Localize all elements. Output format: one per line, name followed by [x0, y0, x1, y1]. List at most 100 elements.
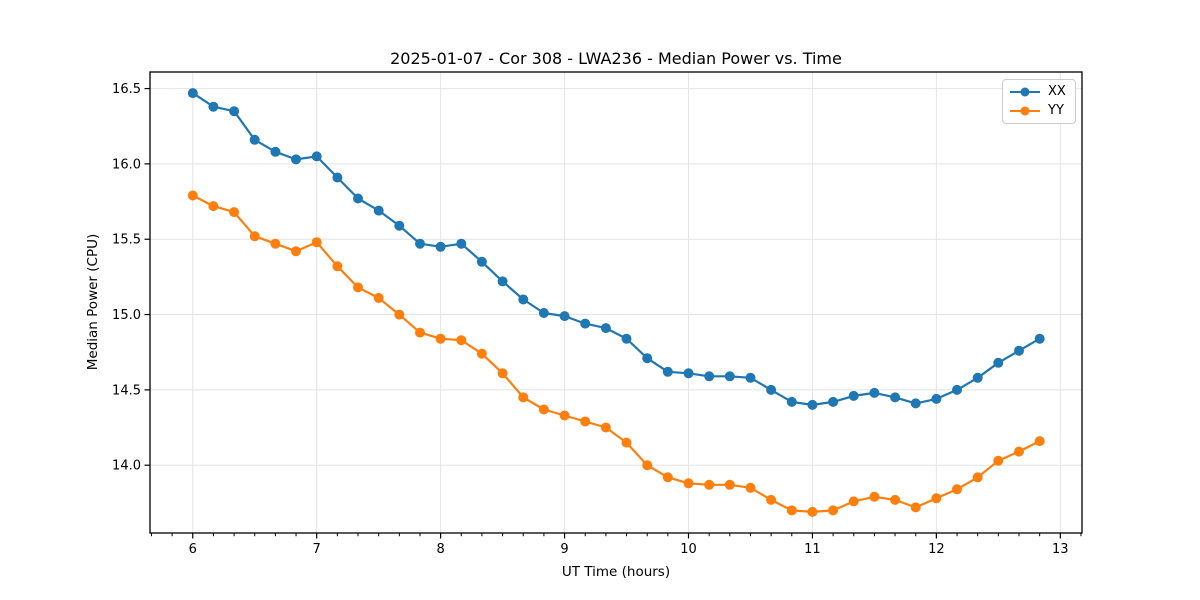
data-point [972, 372, 983, 383]
data-point [807, 399, 818, 410]
data-point [476, 348, 487, 359]
data-point [724, 371, 735, 382]
data-point [848, 390, 859, 401]
x-tick-label: 12 [928, 542, 945, 557]
data-point [353, 193, 363, 204]
data-point [270, 146, 281, 157]
data-point [538, 404, 549, 415]
series-layer [187, 88, 1045, 517]
y-tick-label: 14.5 [112, 383, 141, 398]
data-point [249, 231, 260, 242]
data-point [683, 368, 694, 379]
data-point [208, 201, 219, 212]
data-point [1034, 436, 1045, 447]
data-point [766, 494, 777, 505]
data-point [766, 384, 777, 395]
data-point [580, 318, 591, 329]
data-point [807, 506, 818, 517]
data-point [373, 293, 384, 303]
data-point [270, 238, 281, 249]
data-point [869, 387, 880, 398]
data-point [394, 220, 405, 231]
plot-border [149, 71, 1083, 534]
data-point [332, 172, 343, 183]
x-tick-label: 13 [1052, 542, 1069, 557]
data-point [311, 237, 322, 248]
data-point [249, 134, 260, 145]
data-point [993, 455, 1004, 466]
data-point [828, 505, 839, 516]
data-point [910, 398, 921, 409]
data-point [291, 246, 301, 257]
y-tick-label: 16.0 [112, 157, 141, 172]
data-point [745, 482, 756, 493]
data-point [1014, 345, 1024, 356]
data-point [580, 416, 591, 427]
data-point [311, 151, 322, 162]
data-point [518, 294, 529, 305]
legend-marker-xx [1010, 87, 1040, 97]
data-point [415, 238, 425, 249]
data-point [724, 479, 735, 490]
data-point [353, 282, 363, 293]
data-point [373, 205, 384, 216]
data-point [291, 154, 301, 165]
data-point [518, 392, 529, 403]
legend-item-yy: YY [1009, 103, 1068, 119]
x-tick-label: 11 [804, 542, 821, 557]
data-point [931, 493, 942, 504]
series-line [192, 92, 1041, 406]
legend-label-xx: XX [1048, 84, 1066, 99]
data-point [456, 238, 467, 249]
data-point [229, 106, 240, 117]
legend: XX YY [1002, 79, 1076, 124]
data-point [662, 366, 673, 377]
data-point [559, 410, 570, 421]
data-point [497, 368, 508, 379]
x-tick-label: 6 [189, 542, 197, 557]
data-point [600, 422, 611, 433]
grid-layer [150, 72, 1082, 533]
axes-layer: 6 7 8 9 10 11 12 13 14.0 14.5 15.0 15.5 16.0 16.5 [112, 71, 1083, 557]
data-point [662, 472, 673, 483]
data-point [497, 276, 508, 287]
data-point [435, 333, 446, 344]
data-point [187, 88, 198, 99]
data-point [642, 353, 653, 364]
data-point [229, 207, 240, 218]
data-point [848, 496, 859, 507]
series-yy [187, 190, 1045, 517]
data-point [332, 261, 343, 272]
y-tick-label: 15.5 [112, 233, 141, 248]
x-tick-label: 10 [680, 542, 697, 557]
data-point [952, 384, 962, 395]
legend-label-yy: YY [1048, 103, 1064, 118]
data-point [394, 309, 405, 320]
data-point [456, 335, 467, 346]
data-point [704, 371, 715, 382]
data-point [476, 256, 487, 267]
y-tick-label: 14.0 [112, 459, 141, 474]
data-point [869, 491, 880, 502]
y-tick-label: 16.5 [112, 82, 141, 97]
data-point [890, 392, 901, 403]
data-point [600, 323, 611, 334]
y-axis-label: Median Power (CPU) [85, 234, 101, 370]
x-axis-label: UT Time (hours) [562, 564, 670, 580]
data-point [683, 478, 694, 489]
x-tick-label: 8 [436, 542, 444, 557]
data-point [828, 396, 839, 407]
data-point [972, 472, 983, 483]
data-point [704, 479, 715, 490]
data-point [786, 505, 797, 516]
data-point [187, 190, 198, 201]
data-point [415, 327, 425, 338]
legend-item-xx: XX [1009, 84, 1068, 100]
data-point [435, 241, 446, 252]
data-point [621, 333, 632, 344]
data-point [1014, 446, 1024, 457]
data-point [208, 101, 219, 112]
series-xx [187, 88, 1045, 410]
y-tick-label: 15.0 [112, 308, 141, 323]
